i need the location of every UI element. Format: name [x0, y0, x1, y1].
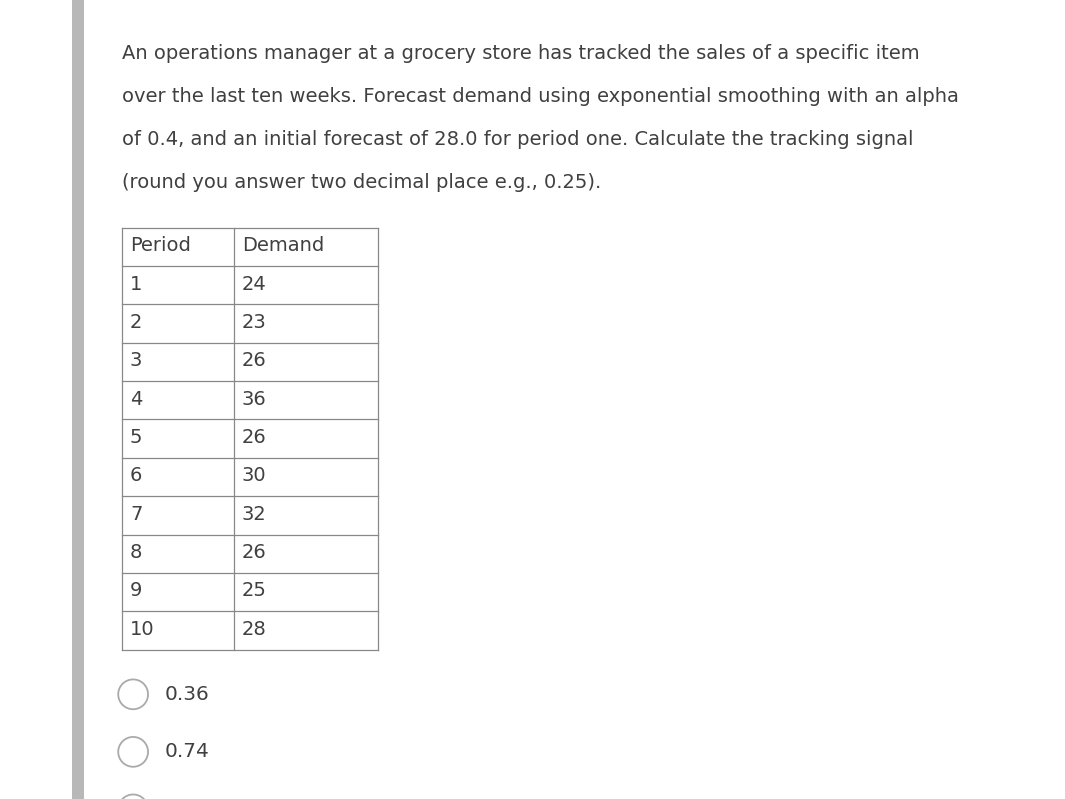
Text: 24: 24: [242, 275, 266, 294]
Text: 3: 3: [130, 352, 143, 371]
Text: 26: 26: [242, 352, 266, 371]
Text: 25: 25: [242, 582, 266, 601]
Text: over the last ten weeks. Forecast demand using exponential smoothing with an alp: over the last ten weeks. Forecast demand…: [122, 87, 960, 106]
Text: 9: 9: [130, 582, 143, 601]
Text: Period: Period: [130, 237, 191, 256]
Text: 10: 10: [130, 620, 154, 639]
Text: (round you answer two decimal place e.g., 0.25).: (round you answer two decimal place e.g.…: [122, 173, 602, 193]
Text: 8: 8: [130, 543, 143, 562]
Text: 28: 28: [242, 620, 266, 639]
Text: An operations manager at a grocery store has tracked the sales of a specific ite: An operations manager at a grocery store…: [122, 44, 920, 63]
Text: 6: 6: [130, 467, 143, 486]
Text: 32: 32: [242, 505, 266, 524]
Text: 2: 2: [130, 313, 143, 332]
Text: 26: 26: [242, 543, 266, 562]
Text: Demand: Demand: [242, 237, 324, 256]
Text: 26: 26: [242, 428, 266, 447]
Text: 23: 23: [242, 313, 266, 332]
Text: 0.74: 0.74: [165, 742, 210, 761]
Text: 5: 5: [130, 428, 143, 447]
Text: 1: 1: [130, 275, 143, 294]
Text: 0.36: 0.36: [165, 685, 210, 704]
Text: 36: 36: [242, 390, 266, 409]
Text: 4: 4: [130, 390, 143, 409]
Text: of 0.4, and an initial forecast of 28.0 for period one. Calculate the tracking s: of 0.4, and an initial forecast of 28.0 …: [122, 130, 914, 149]
Text: 7: 7: [130, 505, 143, 524]
Text: 30: 30: [242, 467, 266, 486]
